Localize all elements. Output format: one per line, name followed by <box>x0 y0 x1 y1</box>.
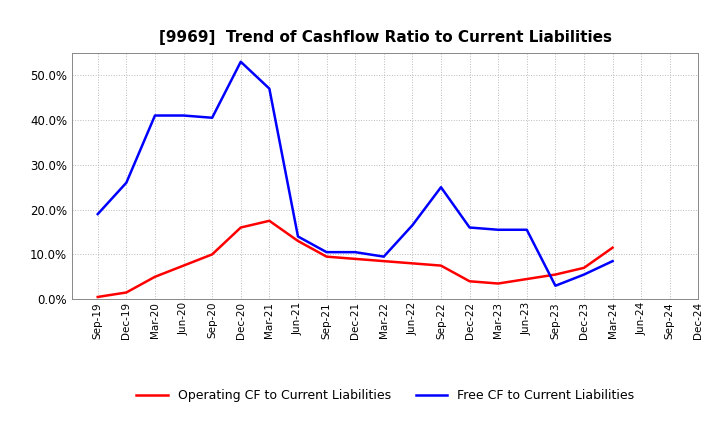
Operating CF to Current Liabilities <box>465 279 474 284</box>
Free CF to Current Liabilities <box>294 234 302 239</box>
Free CF to Current Liabilities <box>150 113 159 118</box>
Operating CF to Current Liabilities <box>179 263 188 268</box>
Free CF to Current Liabilities <box>122 180 130 185</box>
Operating CF to Current Liabilities <box>236 225 245 230</box>
Free CF to Current Liabilities <box>236 59 245 64</box>
Free CF to Current Liabilities <box>436 184 445 190</box>
Operating CF to Current Liabilities <box>408 261 417 266</box>
Operating CF to Current Liabilities <box>94 294 102 300</box>
Free CF to Current Liabilities <box>208 115 217 121</box>
Free CF to Current Liabilities <box>379 254 388 259</box>
Free CF to Current Liabilities <box>494 227 503 232</box>
Title: [9969]  Trend of Cashflow Ratio to Current Liabilities: [9969] Trend of Cashflow Ratio to Curren… <box>158 29 612 45</box>
Operating CF to Current Liabilities <box>150 274 159 279</box>
Free CF to Current Liabilities <box>323 249 331 255</box>
Free CF to Current Liabilities <box>465 225 474 230</box>
Free CF to Current Liabilities <box>265 86 274 91</box>
Operating CF to Current Liabilities <box>436 263 445 268</box>
Operating CF to Current Liabilities <box>122 290 130 295</box>
Operating CF to Current Liabilities <box>379 258 388 264</box>
Free CF to Current Liabilities <box>351 249 359 255</box>
Free CF to Current Liabilities <box>523 227 531 232</box>
Free CF to Current Liabilities <box>580 272 588 277</box>
Operating CF to Current Liabilities <box>208 252 217 257</box>
Free CF to Current Liabilities <box>551 283 559 288</box>
Operating CF to Current Liabilities <box>551 272 559 277</box>
Operating CF to Current Liabilities <box>580 265 588 271</box>
Free CF to Current Liabilities <box>94 212 102 217</box>
Operating CF to Current Liabilities <box>494 281 503 286</box>
Free CF to Current Liabilities <box>179 113 188 118</box>
Line: Operating CF to Current Liabilities: Operating CF to Current Liabilities <box>98 221 613 297</box>
Legend: Operating CF to Current Liabilities, Free CF to Current Liabilities: Operating CF to Current Liabilities, Fre… <box>131 384 639 407</box>
Operating CF to Current Liabilities <box>608 245 617 250</box>
Operating CF to Current Liabilities <box>351 256 359 261</box>
Free CF to Current Liabilities <box>408 223 417 228</box>
Operating CF to Current Liabilities <box>323 254 331 259</box>
Free CF to Current Liabilities <box>608 258 617 264</box>
Operating CF to Current Liabilities <box>265 218 274 224</box>
Operating CF to Current Liabilities <box>523 276 531 282</box>
Operating CF to Current Liabilities <box>294 238 302 244</box>
Line: Free CF to Current Liabilities: Free CF to Current Liabilities <box>98 62 613 286</box>
